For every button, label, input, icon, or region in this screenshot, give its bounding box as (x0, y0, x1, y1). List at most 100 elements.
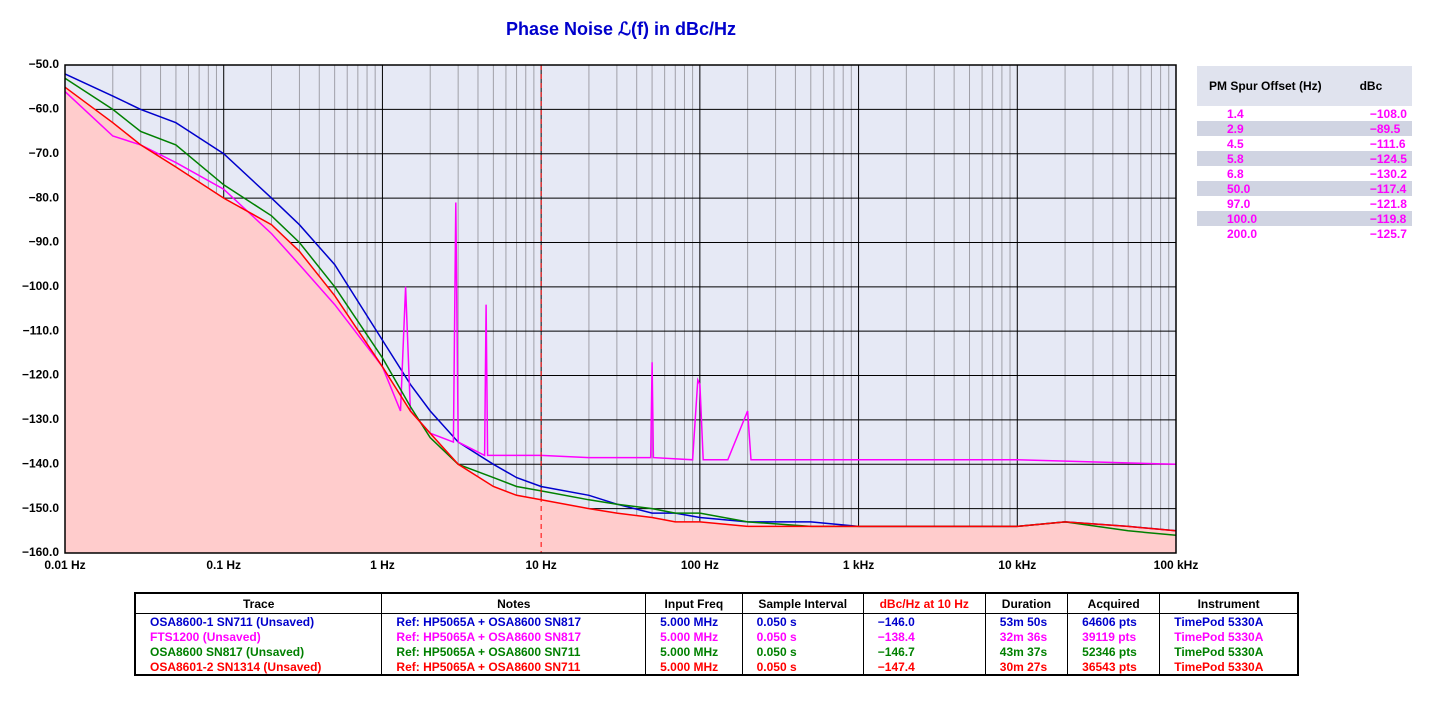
spur-cell: −124.5 (1369, 151, 1407, 166)
y-tick-label: −90.0 (29, 235, 60, 249)
trace-row: OSA8600 SN817 (Unsaved) Ref: HP5065A + OS… (134, 644, 1299, 659)
spur-row: 50.0 −117.4 (1197, 181, 1412, 196)
trace-cell: 64606 pts (1067, 613, 1161, 629)
spur-cell: 5.8 (1227, 151, 1244, 166)
trace-cell: OSA8601-2 SN1314 (Unsaved) (134, 659, 383, 675)
y-tick-label: −60.0 (29, 102, 60, 116)
spur-cell: −117.4 (1369, 181, 1407, 196)
trace-cell: −146.0 (862, 613, 986, 629)
spur-cell: −130.2 (1369, 166, 1407, 181)
x-tick-label: 100 kHz (1154, 558, 1199, 572)
x-tick-label: 1 Hz (370, 558, 395, 572)
trace-cell: OSA8600 SN817 (Unsaved) (134, 644, 383, 659)
trace-cell: −146.7 (862, 644, 986, 659)
trace-cell: Ref: HP5065A + OSA8600 SN711 (381, 644, 647, 659)
header-cell: PM Spur Offset (Hz) (1209, 79, 1322, 93)
spur-row: 5.8 −124.5 (1197, 151, 1412, 166)
spur-cell: 1.4 (1227, 106, 1244, 121)
trace-cell: 0.050 s (741, 613, 864, 629)
y-tick-label: −80.0 (29, 190, 60, 204)
trace-cell: Ref: HP5065A + OSA8600 SN817 (381, 629, 647, 644)
spur-cell: −108.0 (1369, 106, 1407, 121)
trace-row: OSA8601-2 SN1314 (Unsaved) Ref: HP5065A +… (134, 659, 1299, 675)
trace-cell: 5.000 MHz (645, 629, 743, 644)
trace-table: Trace Notes Input Freq Sample Interval dBc/H… (134, 592, 1299, 676)
x-tick-label: 10 kHz (998, 558, 1036, 572)
trace-cell: 36543 pts (1067, 659, 1161, 675)
chart-title: Phase Noise ℒ(f) in dBc/Hz (506, 19, 736, 39)
trace-cell: −147.4 (862, 659, 986, 675)
header-cell: Notes (381, 592, 647, 614)
spur-row: 100.0 −119.8 (1197, 211, 1412, 226)
trace-cell: −138.4 (862, 629, 986, 644)
spur-table: PM Spur Offset (Hz) dBc 1.4 −108.0 2.9 −89.5 4… (1197, 66, 1412, 241)
y-tick-label: −140.0 (22, 456, 59, 470)
trace-cell: 5.000 MHz (645, 644, 743, 659)
header-cell: dBc (1359, 79, 1383, 93)
header-cell: Input Freq (645, 592, 743, 614)
trace-cell: 43m 37s (984, 644, 1069, 659)
spur-cell: 4.5 (1227, 136, 1244, 151)
trace-row: OSA8600-1 SN711 (Unsaved) Ref: HP5065A + … (134, 613, 1299, 629)
spur-cell: 100.0 (1227, 211, 1258, 226)
spur-cell: −121.8 (1369, 196, 1407, 211)
trace-cell: TimePod 5330A (1159, 629, 1299, 644)
y-tick-label: −160.0 (22, 545, 59, 559)
spur-cell: −119.8 (1369, 211, 1407, 226)
x-tick-label: 0.01 Hz (44, 558, 85, 572)
trace-cell: Ref: HP5065A + OSA8600 SN711 (381, 659, 647, 675)
y-tick-label: −70.0 (29, 146, 60, 160)
spur-cell: 6.8 (1227, 166, 1244, 181)
header-cell: Sample Interval (741, 592, 864, 614)
trace-cell: Ref: HP5065A + OSA8600 SN817 (381, 613, 647, 629)
spur-cell: −125.7 (1369, 226, 1407, 241)
header-cell: dBc/Hz at 10 Hz (862, 592, 986, 614)
area-fill (65, 87, 1176, 553)
spur-row: 4.5 −111.6 (1197, 136, 1412, 151)
spur-row: 1.4 −108.0 (1197, 106, 1412, 121)
header-row: Trace Notes Input Freq Sample Interval dBc/H… (134, 592, 1299, 614)
spur-row: 200.0 −125.7 (1197, 226, 1412, 241)
trace-cell: 52346 pts (1067, 644, 1161, 659)
x-tick-label: 0.1 Hz (206, 558, 241, 572)
spur-row: 6.8 −130.2 (1197, 166, 1412, 181)
header-cell: Instrument (1159, 592, 1299, 614)
trace-cell: TimePod 5330A (1159, 644, 1299, 659)
trace-cell: FTS1200 (Unsaved) (134, 629, 383, 644)
trace-cell: 0.050 s (741, 659, 864, 675)
trace-cell: 5.000 MHz (645, 613, 743, 629)
plot-border (64, 64, 1177, 554)
y-tick-label: −150.0 (22, 501, 59, 515)
y-tick-label: −50.0 (29, 57, 60, 71)
trace-cell: 30m 27s (984, 659, 1069, 675)
trace-cell: TimePod 5330A (1159, 613, 1299, 629)
spur-cell: −111.6 (1369, 136, 1406, 151)
x-tick-label: 100 Hz (681, 558, 719, 572)
y-tick-label: −110.0 (23, 323, 60, 337)
header-cell: Acquired (1067, 592, 1161, 614)
trace-cell: 0.050 s (741, 644, 864, 659)
spur-cell: 50.0 (1227, 181, 1251, 196)
spur-cell: 97.0 (1227, 196, 1251, 211)
trace-cell: 5.000 MHz (645, 659, 743, 675)
trace-cell: OSA8600-1 SN711 (Unsaved) (134, 613, 383, 629)
trace-row: FTS1200 (Unsaved) Ref: HP5065A + OSA8600 … (134, 629, 1299, 644)
trace-cell: 53m 50s (984, 613, 1069, 629)
trace-cell: 32m 36s (984, 629, 1069, 644)
header-cell: Trace (134, 592, 383, 614)
header-cell: Duration (984, 592, 1069, 614)
x-tick-label: 1 kHz (843, 558, 874, 572)
spur-cell: 2.9 (1227, 121, 1244, 136)
trace-line (64, 91, 1177, 466)
trace-cell: TimePod 5330A (1159, 659, 1299, 675)
spur-row: 97.0 −121.8 (1197, 196, 1412, 211)
spur-cell: 200.0 (1227, 226, 1258, 241)
y-tick-label: −120.0 (22, 368, 59, 382)
trace-cell: 39119 pts (1067, 629, 1161, 644)
y-tick-label: −100.0 (22, 279, 59, 293)
spur-cell: −89.5 (1369, 121, 1401, 136)
trace-cell: 0.050 s (741, 629, 864, 644)
y-tick-label: −130.0 (22, 412, 59, 426)
x-tick-label: 10 Hz (525, 558, 556, 572)
